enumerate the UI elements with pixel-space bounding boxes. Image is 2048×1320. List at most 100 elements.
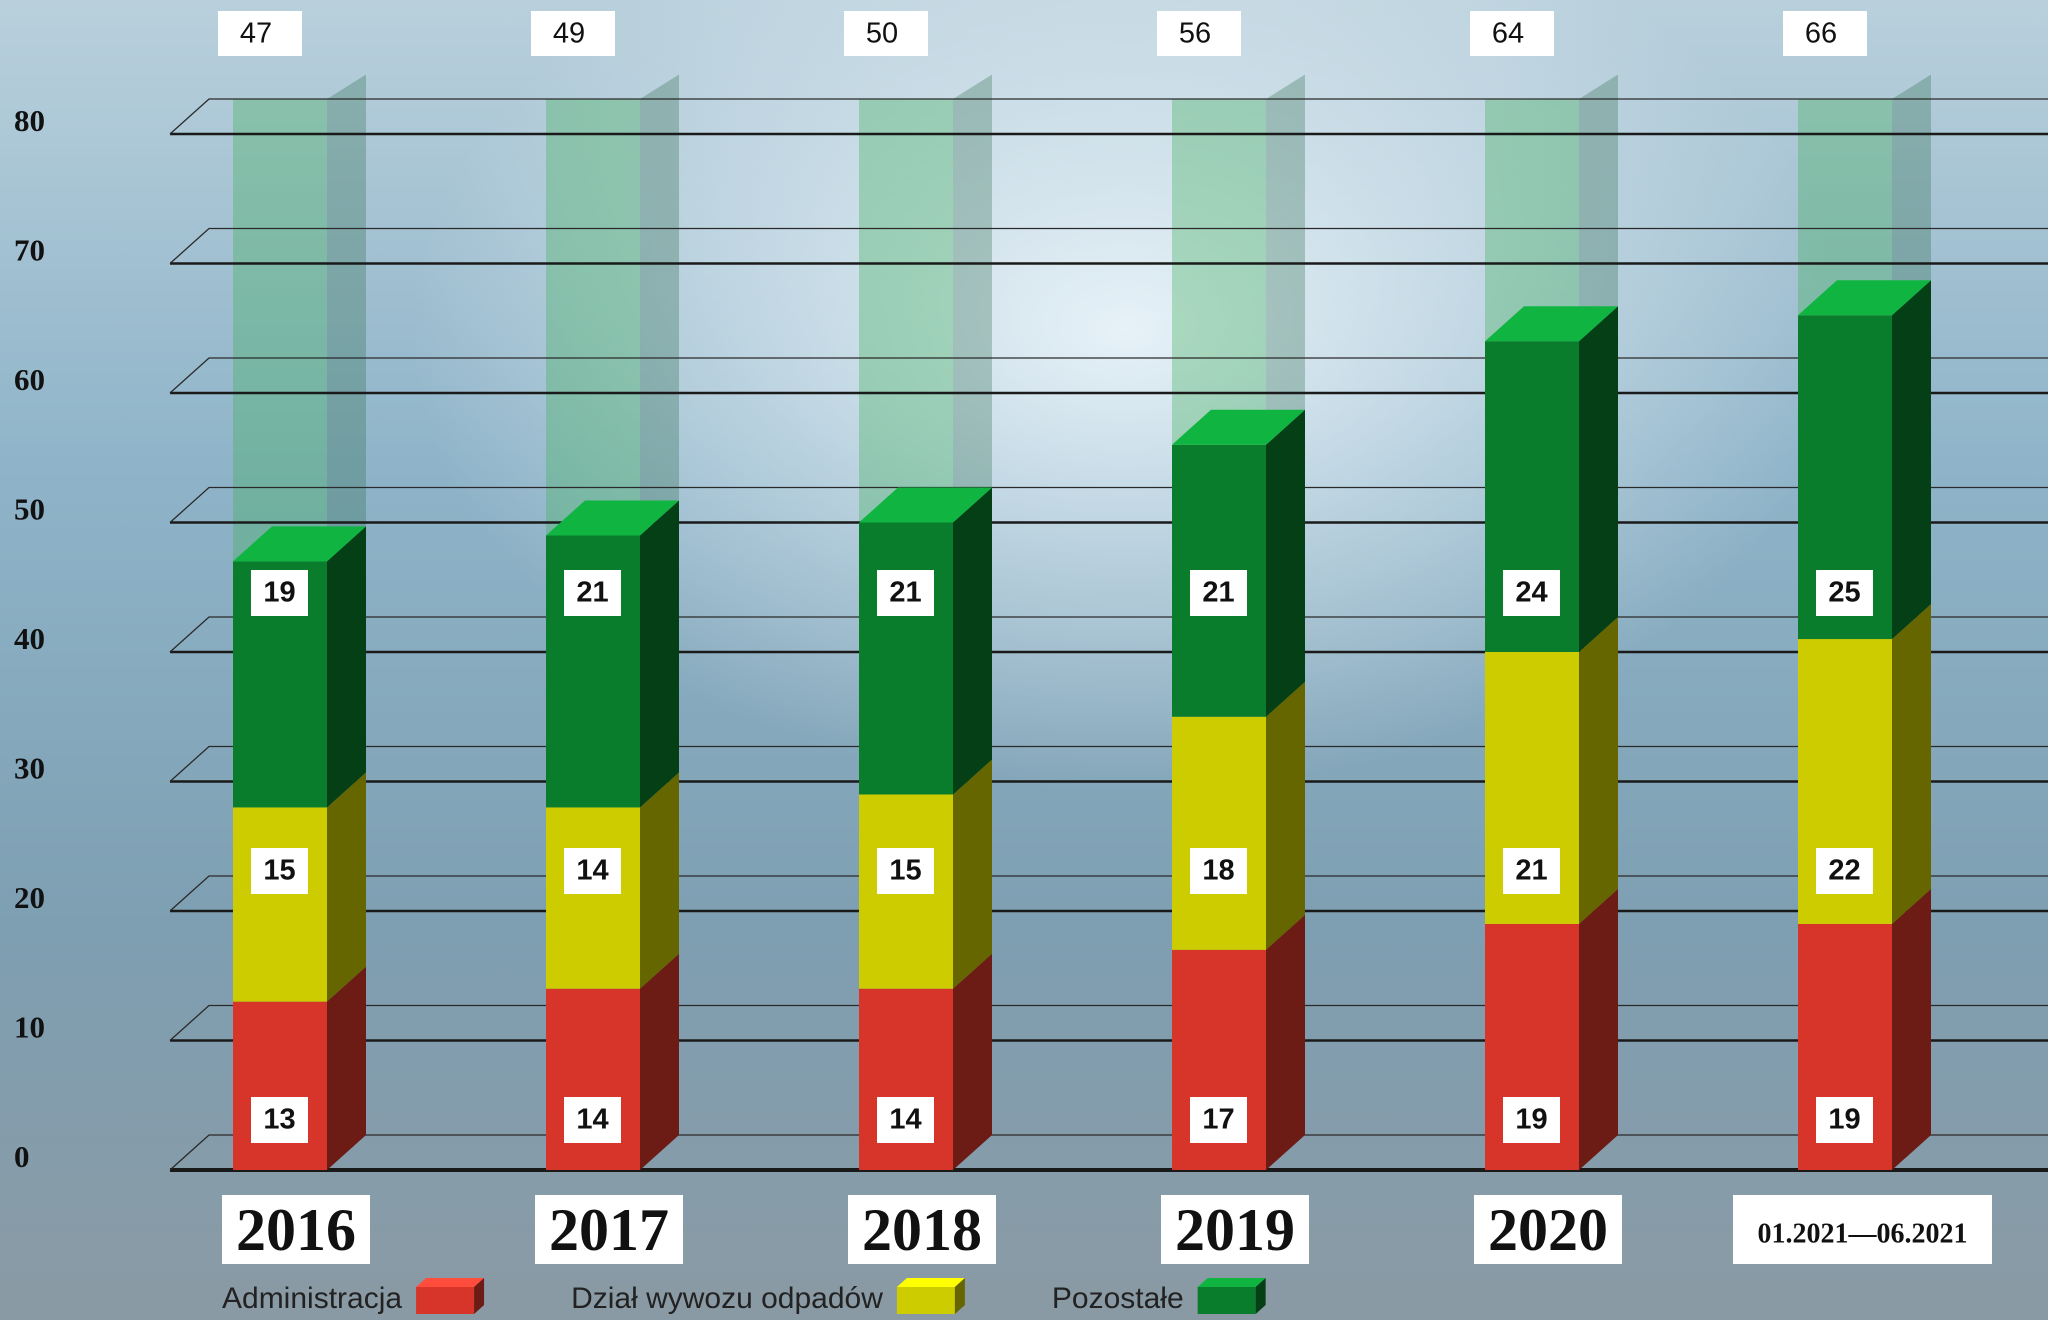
value-label: 14: [576, 855, 608, 887]
grid-plane-back: [169, 227, 2048, 264]
grid-plane-back: [169, 98, 2048, 135]
legend-swatch: [1197, 1287, 1256, 1314]
y-tick-label: 80: [14, 103, 45, 138]
x-tick-label: 2016: [236, 1197, 356, 1263]
grid-plane-back: [169, 357, 2048, 394]
y-tick-label: 0: [14, 1139, 30, 1174]
x-tick-label: 2018: [862, 1197, 982, 1263]
value-label-box: [564, 1097, 621, 1143]
bar: [1172, 716, 1266, 950]
value-label: 18: [1202, 855, 1234, 887]
grid-plane-back: [169, 486, 2048, 523]
value-label-box: [1503, 848, 1560, 894]
grid-plane-back: [169, 1134, 2048, 1171]
x-label-box: [535, 1195, 683, 1264]
bar-side: [1266, 409, 1305, 717]
value-label-box: [1190, 848, 1247, 894]
value-label: 21: [889, 577, 921, 609]
legend-swatch-top: [416, 1278, 485, 1287]
value-label: 14: [889, 1104, 921, 1136]
total-label-box: [1470, 11, 1554, 56]
grid-plane-back: [169, 1004, 2048, 1041]
value-label-box: [1816, 848, 1873, 894]
value-label: 19: [1828, 1104, 1860, 1136]
value-label: 22: [1828, 855, 1860, 887]
value-label: 15: [889, 855, 921, 887]
bar-side: [953, 487, 992, 795]
y-tick-label: 60: [14, 362, 45, 397]
total-label: 56: [1179, 18, 1211, 50]
legend-swatch-side: [474, 1278, 485, 1314]
legend-swatch-side: [1255, 1278, 1266, 1314]
value-label: 14: [576, 1104, 608, 1136]
legend-label: Dział wywozu odpadów: [571, 1282, 883, 1315]
x-tick-label: 01.2021—06.2021: [1758, 1218, 1968, 1249]
bar-side: [1892, 604, 1931, 924]
y-tick-label: 50: [14, 492, 45, 527]
value-label: 21: [576, 577, 608, 609]
value-label: 17: [1202, 1104, 1234, 1136]
bar-top: [1172, 409, 1305, 445]
total-label: 49: [553, 18, 585, 50]
legend-swatch-top: [1197, 1278, 1266, 1287]
value-label-box: [1503, 570, 1560, 616]
bar-top: [233, 526, 366, 562]
legend-label: Pozostałe: [1052, 1282, 1184, 1315]
bar-side: [1892, 280, 1931, 640]
bar: [859, 522, 953, 795]
value-label-box: [251, 848, 308, 894]
value-label-box: [877, 1097, 934, 1143]
bar-side: [953, 759, 992, 989]
x-tick-label: 2019: [1175, 1197, 1295, 1263]
bar-side: [1266, 914, 1305, 1170]
x-tick-label: 2020: [1488, 1197, 1608, 1263]
total-label: 64: [1492, 18, 1524, 50]
value-label: 21: [1202, 577, 1234, 609]
value-label: 24: [1515, 577, 1547, 609]
x-label-box: [1733, 1195, 1992, 1264]
legend-swatch-top: [896, 1278, 965, 1287]
value-label-box: [1503, 1097, 1560, 1143]
x-label-box: [848, 1195, 996, 1264]
value-label-box: [564, 848, 621, 894]
bar: [233, 807, 327, 1002]
total-label-box: [1157, 11, 1241, 56]
bar-side: [327, 526, 366, 808]
total-label-box: [218, 11, 302, 56]
bar-top: [859, 487, 992, 523]
bar-side: [327, 966, 366, 1170]
value-label: 21: [1515, 855, 1547, 887]
y-tick-label: 70: [14, 233, 45, 268]
bar-top: [1798, 280, 1931, 316]
bar-side: [1579, 888, 1618, 1170]
x-label-box: [1474, 1195, 1622, 1264]
value-label: 19: [263, 577, 295, 609]
y-tick-label: 10: [14, 1010, 45, 1045]
value-label: 13: [263, 1104, 295, 1136]
bar-side: [953, 953, 992, 1170]
bar-side: [327, 772, 366, 1002]
value-label-box: [1190, 1097, 1247, 1143]
value-label-box: [1190, 570, 1247, 616]
bar: [233, 1001, 327, 1170]
x-label-box: [222, 1195, 370, 1264]
bar-side: [1266, 681, 1305, 950]
grid-plane-back: [169, 616, 2048, 653]
value-label-box: [877, 848, 934, 894]
bar-side: [640, 772, 679, 989]
value-label-box: [251, 1097, 308, 1143]
total-label-box: [844, 11, 928, 56]
total-label: 47: [240, 18, 272, 50]
bar-side: [1579, 306, 1618, 652]
value-label: 25: [1828, 577, 1860, 609]
value-label-box: [1816, 1097, 1873, 1143]
y-tick-label: 30: [14, 751, 45, 786]
total-label-box: [531, 11, 615, 56]
bar: [546, 807, 640, 989]
bar-side: [640, 500, 679, 808]
bar-side: [1892, 888, 1931, 1170]
x-tick-label: 2017: [549, 1197, 669, 1263]
grid-plane-back: [169, 875, 2048, 912]
grid-plane-back: [169, 745, 2048, 782]
